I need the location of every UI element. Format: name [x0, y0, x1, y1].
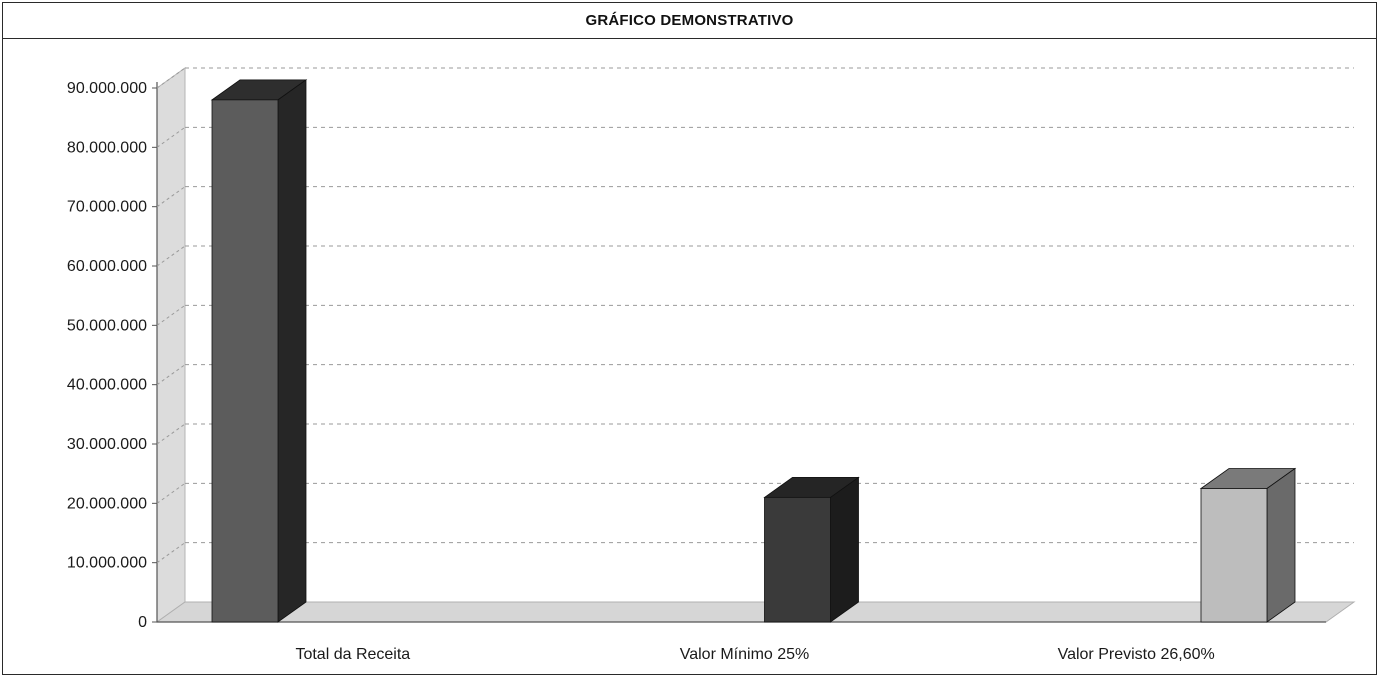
- bar: [764, 496, 831, 623]
- x-category-label: Valor Previsto 26,60%: [1058, 646, 1215, 663]
- chart-title: GRÁFICO DEMONSTRATIVO: [3, 3, 1376, 39]
- y-tick-label: 60.000.000: [67, 258, 147, 275]
- gridlines: [156, 67, 1354, 564]
- chart-walls: [155, 67, 1356, 623]
- x-axis-labels: Total da Receita Valor Mínimo 25% Valor Pr…: [295, 646, 1214, 663]
- y-tick-label: 20.000.000: [67, 495, 147, 512]
- bar-side: [277, 79, 307, 623]
- x-category-label: Total da Receita: [295, 646, 410, 663]
- bar-side: [1266, 467, 1296, 623]
- floor: [155, 601, 1356, 623]
- y-tick-label: 40.000.000: [67, 377, 147, 394]
- y-axis-ticks: 0 10.000.000 20.000.000 30.000.000 40.000.00…: [67, 80, 157, 631]
- y-tick-label: 30.000.000: [67, 436, 147, 453]
- bar: [1200, 488, 1268, 623]
- bars: [210, 79, 1297, 623]
- y-tick-label: 90.000.000: [67, 80, 147, 97]
- y-tick-label: 10.000.000: [67, 555, 147, 572]
- y-tick-label: 50.000.000: [67, 317, 147, 334]
- side-wall: [156, 67, 186, 623]
- bar-side: [830, 476, 859, 623]
- bar: [211, 99, 279, 623]
- y-tick-label: 70.000.000: [67, 199, 147, 216]
- y-tick-label: 0: [138, 614, 147, 631]
- y-tick-label: 80.000.000: [67, 139, 147, 156]
- x-category-label: Valor Mínimo 25%: [680, 646, 810, 663]
